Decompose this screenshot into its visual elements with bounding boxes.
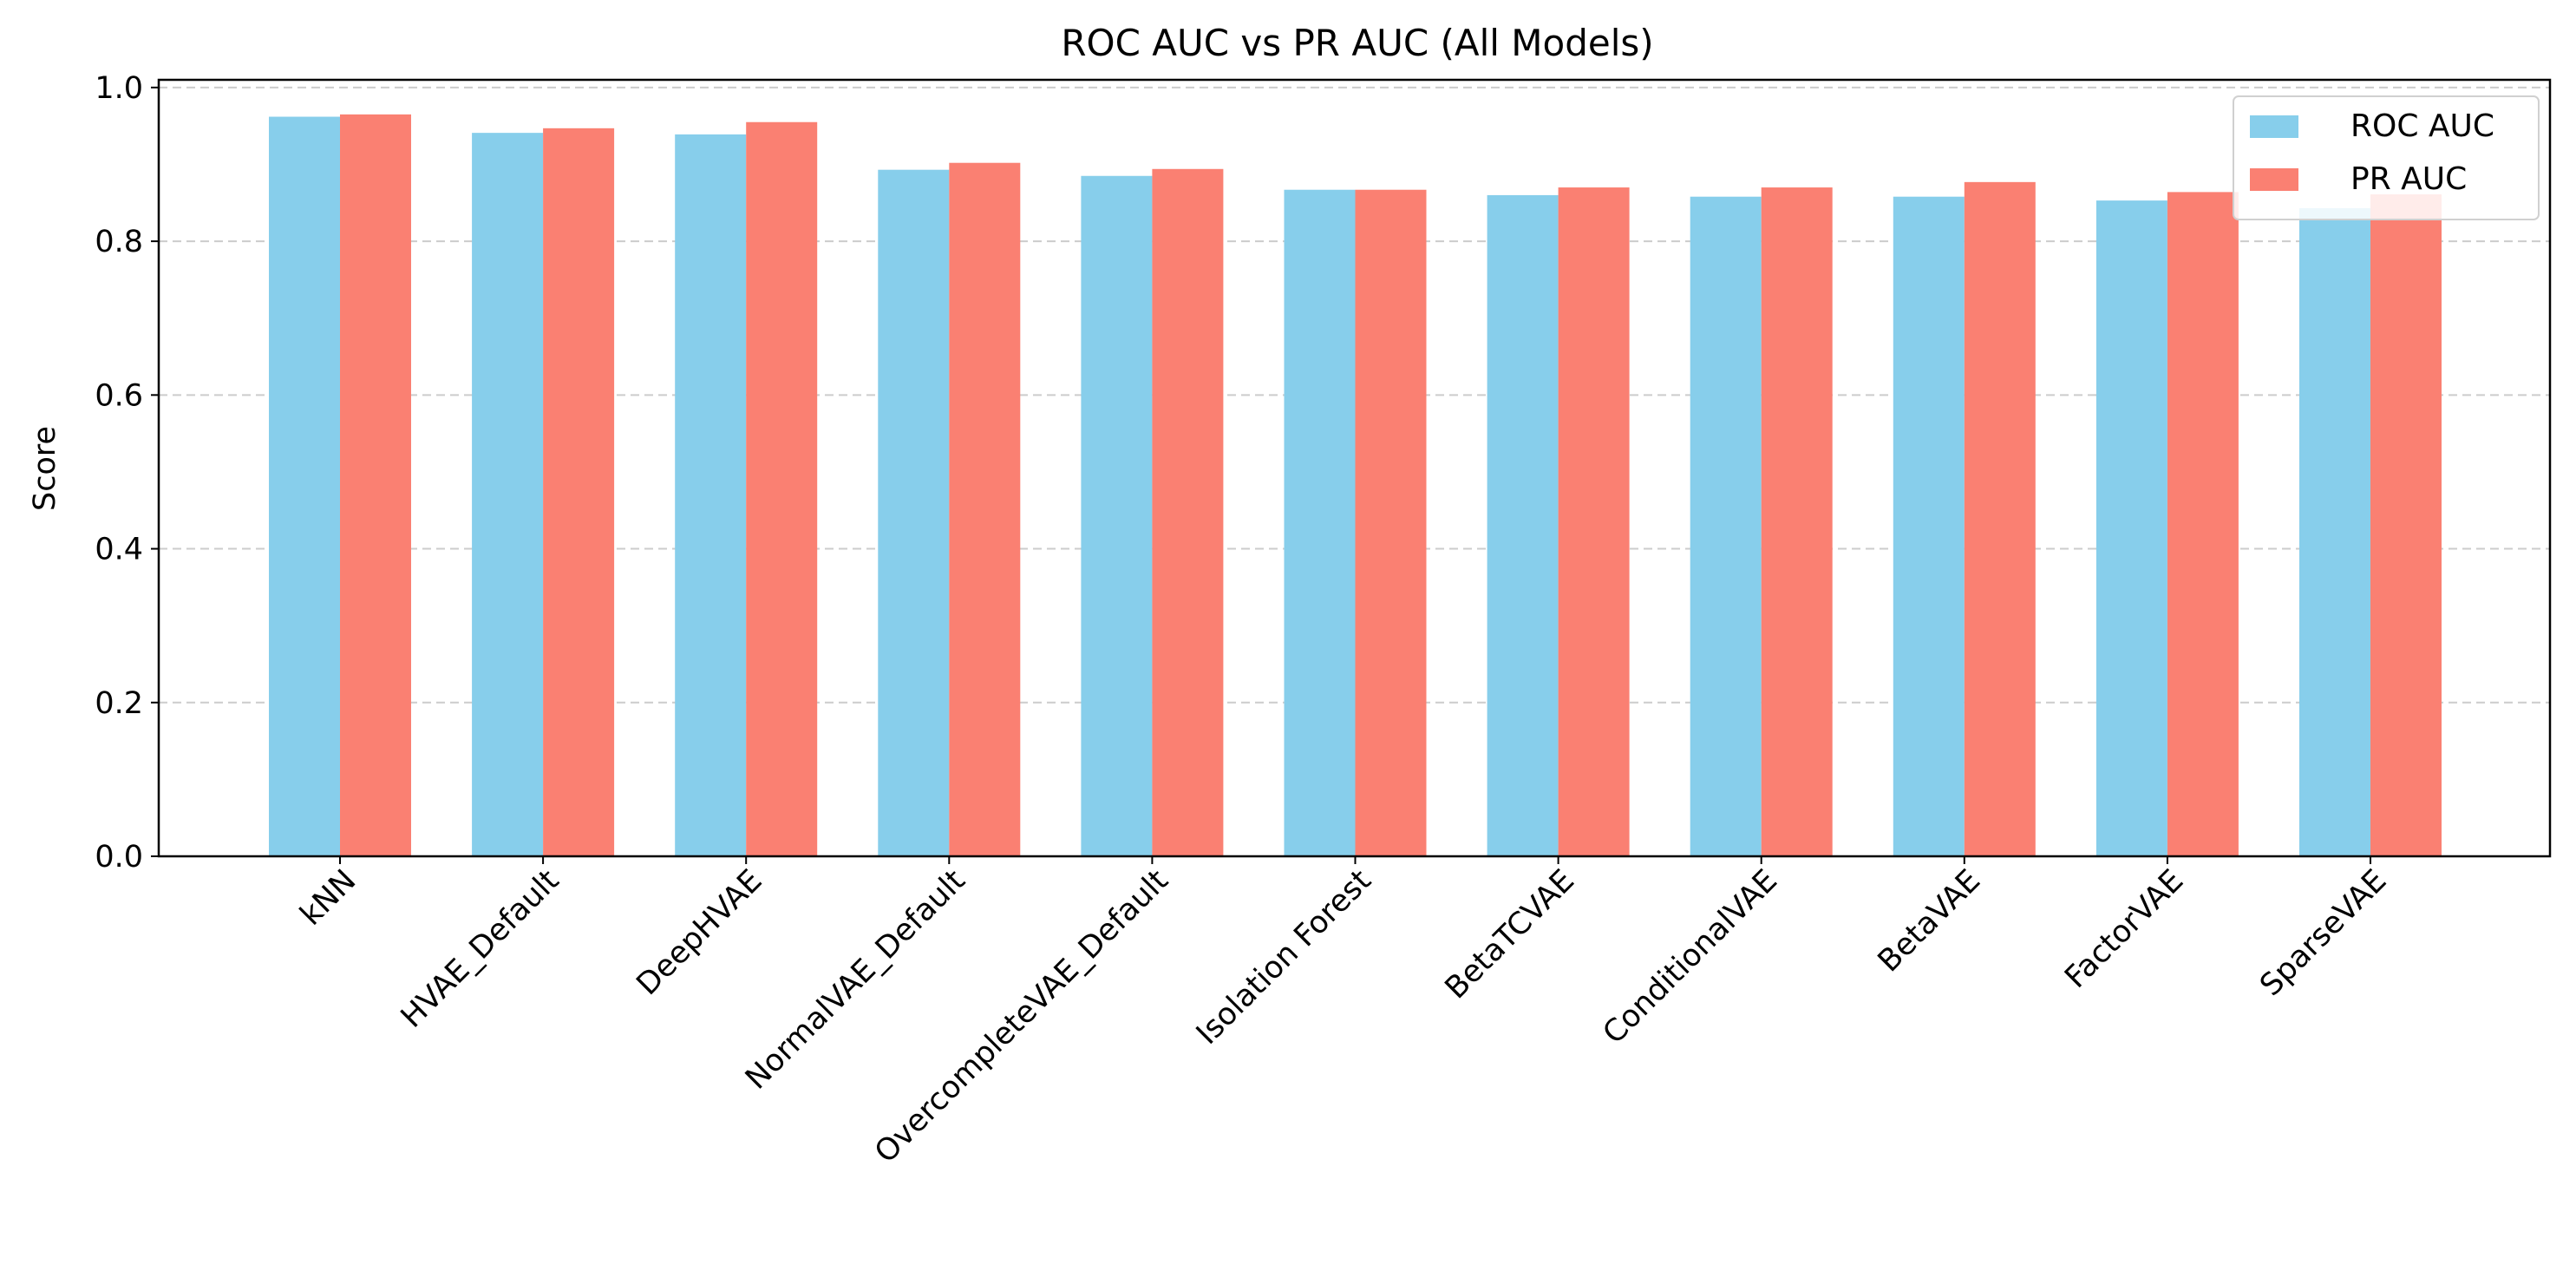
- bar-pr-auc: [1558, 187, 1630, 857]
- bar-roc-auc: [878, 169, 950, 856]
- x-tick-label: ConditionalVAE: [1597, 863, 1784, 1051]
- bar-roc-auc: [2299, 207, 2370, 856]
- legend-label: PR AUC: [2350, 161, 2467, 197]
- legend-swatch: [2250, 115, 2298, 138]
- bar-roc-auc: [1893, 196, 1965, 857]
- bar-roc-auc: [2095, 200, 2167, 856]
- bar-roc-auc: [1284, 189, 1356, 856]
- x-axis: kNN HVAE_Default DeepHVAENormalVAE_Default…: [294, 856, 2393, 1170]
- legend-swatch: [2250, 168, 2298, 191]
- x-tick-label: Isolation Forest: [1190, 863, 1378, 1052]
- x-tick-label: NormalVAE_Default: [739, 863, 972, 1097]
- bar-pr-auc: [2370, 194, 2442, 856]
- y-tick-label: 0.0: [95, 840, 143, 875]
- bar-pr-auc: [2167, 192, 2239, 857]
- x-tick-label: SparseVAE: [2253, 863, 2393, 1003]
- bar-pr-auc: [1964, 181, 2036, 856]
- bar-pr-auc: [543, 128, 615, 857]
- bar-roc-auc: [1081, 175, 1153, 856]
- legend-box: [2233, 95, 2540, 220]
- legend: ROC AUC PR AUC: [2233, 95, 2540, 220]
- y-tick-label: 0.8: [95, 225, 143, 259]
- y-axis: 0.0 0.2 0.4 0.6 0.8 1.0: [95, 71, 159, 875]
- y-tick-label: 0.4: [95, 533, 143, 567]
- x-tick-label: kNN: [294, 863, 363, 933]
- x-tick-label: BetaTCVAE: [1439, 863, 1581, 1006]
- bar-roc-auc: [675, 134, 747, 857]
- bar-roc-auc: [269, 116, 340, 856]
- x-tick-label: BetaVAE: [1872, 863, 1987, 979]
- legend-label: ROC AUC: [2350, 108, 2494, 144]
- bar-pr-auc: [340, 114, 411, 857]
- x-tick-label: DeepHVAE: [631, 863, 769, 1002]
- y-tick-label: 0.6: [95, 378, 143, 413]
- x-tick-label: HVAE_Default: [395, 863, 566, 1035]
- bar-pr-auc: [746, 121, 818, 857]
- bar-pr-auc: [1152, 168, 1224, 856]
- bar-roc-auc: [472, 133, 544, 857]
- chart-title: ROC AUC vs PR AUC (All Models): [1061, 22, 1653, 64]
- y-axis-label: Score: [28, 426, 62, 511]
- y-tick-label: 0.2: [95, 686, 143, 721]
- bar-pr-auc: [949, 162, 1021, 856]
- x-tick-label: FactorVAE: [2058, 863, 2190, 995]
- y-tick-label: 1.0: [95, 71, 143, 106]
- bar-pr-auc: [1761, 187, 1833, 857]
- bar-roc-auc: [1487, 194, 1559, 857]
- bar-roc-auc: [1690, 196, 1762, 857]
- bar-pr-auc: [1355, 189, 1427, 856]
- bars: [269, 114, 2442, 857]
